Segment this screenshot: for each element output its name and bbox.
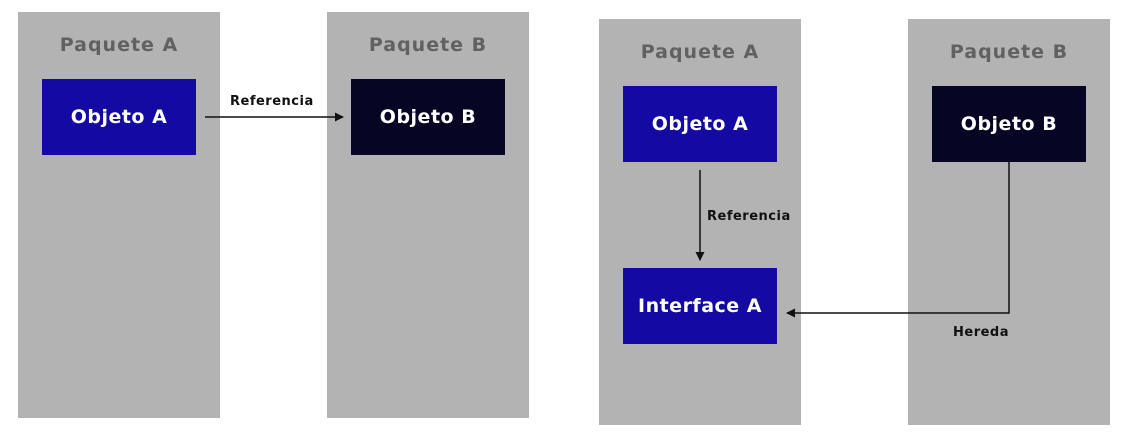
right-inherits-label: Hereda bbox=[953, 325, 1010, 340]
left-object-a: Objeto A bbox=[42, 79, 196, 155]
right-reference-label: Referencia bbox=[707, 209, 791, 224]
left-package-b-title: Paquete B bbox=[368, 34, 488, 56]
left-package-b: Paquete B bbox=[327, 12, 529, 418]
left-reference-label: Referencia bbox=[230, 94, 314, 109]
right-object-b: Objeto B bbox=[932, 86, 1086, 162]
left-package-a-title: Paquete A bbox=[59, 34, 179, 56]
right-package-b: Paquete B bbox=[908, 19, 1110, 425]
right-interface-a: Interface A bbox=[623, 268, 777, 344]
right-package-b-title: Paquete B bbox=[949, 41, 1069, 63]
right-package-a-title: Paquete A bbox=[640, 41, 760, 63]
left-package-a: Paquete A bbox=[18, 12, 220, 418]
right-object-a: Objeto A bbox=[623, 86, 777, 162]
left-object-b: Objeto B bbox=[351, 79, 505, 155]
